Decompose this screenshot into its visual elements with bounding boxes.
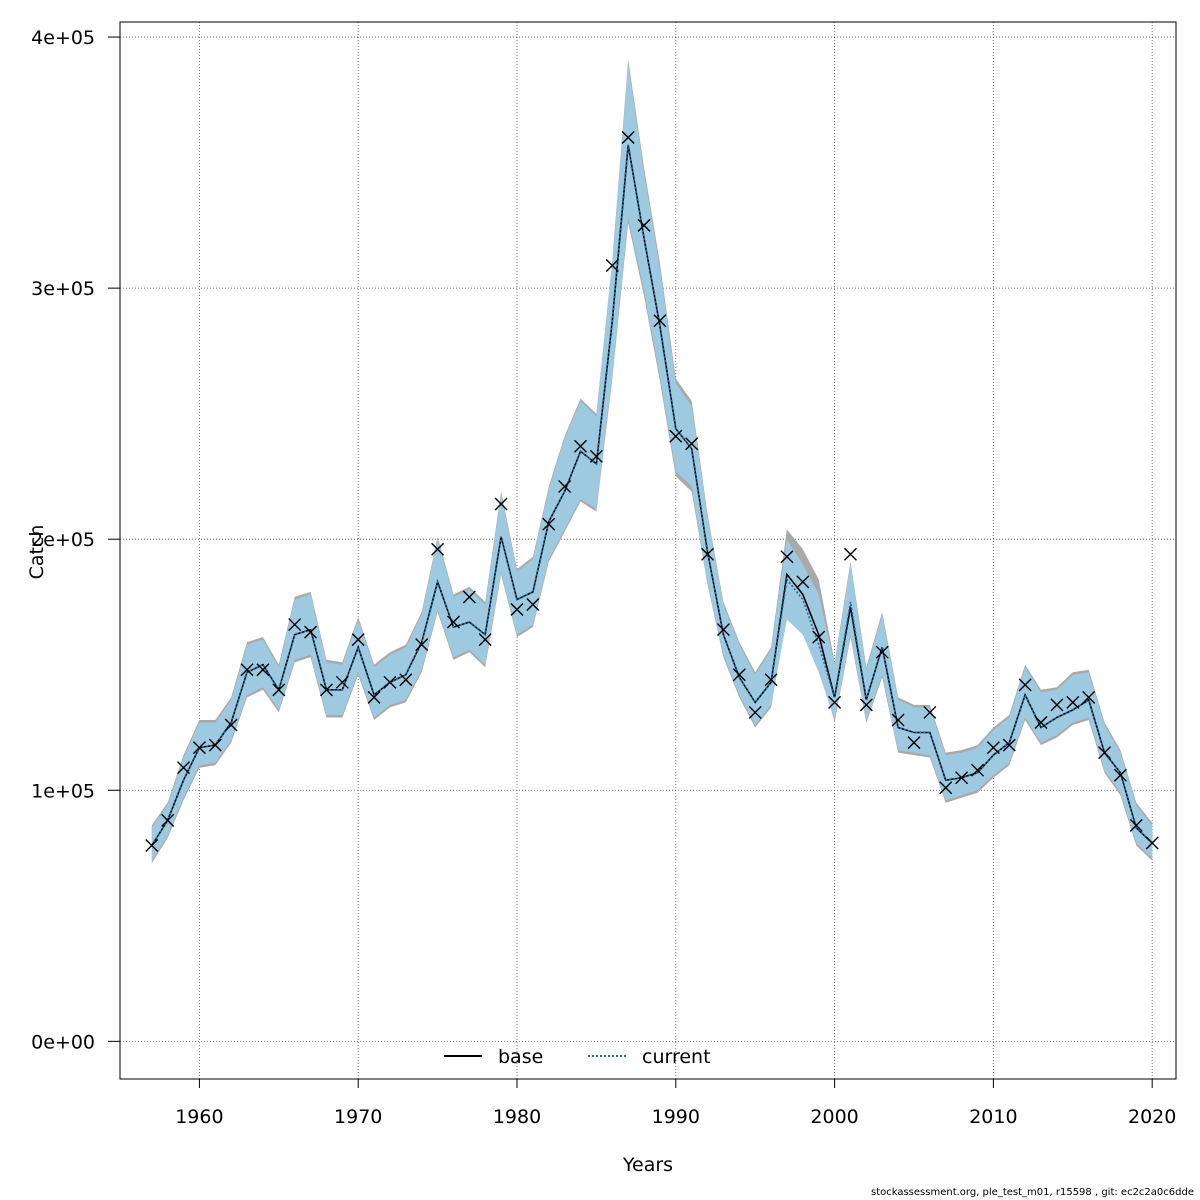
observed-point: [431, 542, 445, 556]
observed-point: [192, 741, 206, 755]
observed-point: [828, 695, 842, 709]
grid-lines: [120, 22, 1176, 1079]
y-tick-label: 0e+00: [31, 1031, 95, 1053]
observed-point: [923, 705, 937, 719]
confidence-band-current: [151, 64, 1153, 861]
y-tick-label: 3e+05: [31, 278, 95, 300]
observed-point: [796, 575, 810, 589]
observed-point: [891, 713, 905, 727]
observed-point: [843, 547, 857, 561]
observed-point: [875, 645, 889, 659]
x-axis-title: Years: [622, 1154, 673, 1176]
observed-point: [1145, 836, 1159, 850]
observed-point: [288, 618, 302, 632]
x-tick-label: 2020: [1128, 1106, 1176, 1128]
observed-point: [780, 550, 794, 564]
observed-point: [272, 683, 286, 697]
observed-point: [558, 479, 572, 493]
x-tick-label: 2000: [810, 1106, 858, 1128]
plot-frame: [119, 21, 1177, 1080]
observed-point: [319, 683, 333, 697]
observed-point: [589, 449, 603, 463]
observed-point: [1034, 715, 1048, 729]
observed-point: [208, 738, 222, 752]
series-line-current: [151, 144, 1153, 846]
observed-point: [986, 741, 1000, 755]
observed-point: [1082, 690, 1096, 704]
observed-point: [669, 429, 683, 443]
observed-point: [542, 517, 556, 531]
observed-point: [1129, 818, 1143, 832]
y-axis-title: Catch: [26, 525, 48, 580]
observed-point: [621, 130, 635, 144]
observed-point: [907, 736, 921, 750]
observed-point: [701, 547, 715, 561]
observed-point: [494, 497, 508, 511]
y-tick-label: 1e+05: [31, 780, 95, 802]
observed-point: [240, 663, 254, 677]
observed-point: [971, 763, 984, 777]
observed-point: [256, 663, 270, 677]
observed-point: [685, 437, 699, 451]
observed-point: [812, 630, 826, 644]
legend: base current: [444, 1046, 711, 1068]
x-tick-label: 1980: [493, 1106, 541, 1128]
observed-point: [145, 839, 159, 853]
observed-point: [939, 781, 953, 795]
observed-point: [716, 623, 730, 637]
x-tick-label: 1990: [652, 1106, 700, 1128]
observed-point: [574, 439, 588, 453]
observed-point: [446, 615, 460, 629]
x-tick-label: 1970: [334, 1106, 382, 1128]
observed-point: [1113, 768, 1127, 782]
series-lines: [151, 144, 1153, 846]
observed-point: [510, 603, 524, 616]
observed-point: [335, 675, 349, 689]
confidence-bands: [151, 59, 1153, 864]
x-tick-label: 1960: [175, 1106, 223, 1128]
observed-point: [383, 675, 397, 689]
y-tick-label: 2e+05: [31, 529, 95, 551]
observed-point: [462, 590, 476, 604]
footer-note: stockassessment.org, ple_test_m01, r1559…: [870, 1187, 1194, 1198]
observed-point: [764, 673, 778, 687]
observed-point: [1050, 698, 1064, 712]
observed-point: [224, 718, 238, 732]
x-tick-label: 2010: [969, 1106, 1017, 1128]
observed-point: [605, 259, 619, 273]
observed-point: [955, 771, 969, 785]
observed-point: [859, 698, 873, 712]
observed-point: [1018, 678, 1032, 692]
y-tick-label: 4e+05: [31, 27, 95, 49]
observed-point: [415, 638, 429, 652]
observed-point: [732, 668, 746, 682]
observed-point: [526, 597, 540, 611]
observed-point: [1002, 738, 1016, 752]
observed-point: [1098, 746, 1112, 760]
observed-point: [351, 633, 365, 647]
observed-point: [367, 690, 381, 704]
observed-point: [748, 705, 762, 719]
observed-point: [478, 633, 492, 647]
observed-point: [1066, 695, 1080, 709]
y-axis: 0e+00 1e+05 2e+05 3e+05 4e+05: [31, 27, 120, 1053]
observed-point: [304, 625, 318, 639]
observed-point: [399, 673, 413, 687]
x-axis: 1960 1970 1980 1990 2000 2010 2020: [175, 1079, 1176, 1128]
observed-point: [637, 218, 651, 232]
observed-points: [145, 130, 1159, 853]
legend-label-base: base: [498, 1046, 543, 1068]
observed-point: [177, 761, 191, 775]
observed-point: [653, 314, 667, 328]
legend-label-current: current: [642, 1046, 711, 1068]
observed-point: [161, 813, 175, 827]
